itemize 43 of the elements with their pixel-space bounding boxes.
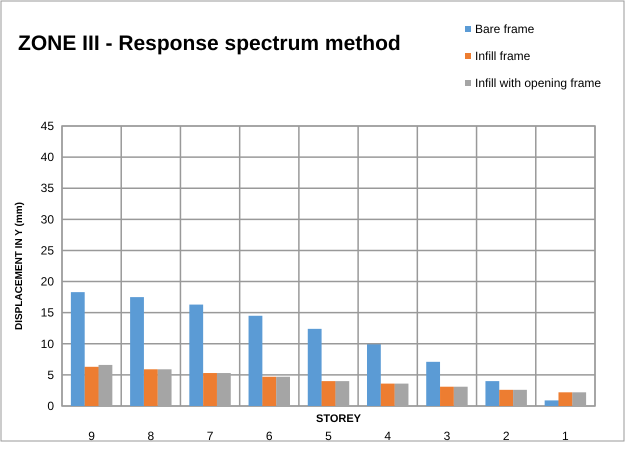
bar — [485, 381, 500, 406]
bar — [70, 292, 85, 406]
bar — [499, 390, 514, 406]
bar — [544, 400, 558, 406]
bar — [366, 344, 381, 406]
bar — [322, 381, 336, 406]
x-tick-label: 1 — [562, 429, 570, 443]
x-tick-label: 2 — [502, 429, 510, 443]
x-tick-label: 3 — [444, 429, 451, 443]
chart-title: ZONE III - Response spectrum method — [18, 32, 401, 55]
bar — [558, 392, 572, 406]
bar — [144, 369, 158, 406]
x-tick-label: 6 — [266, 429, 273, 443]
bar — [380, 384, 395, 406]
bar — [203, 373, 217, 406]
y-tick-label: 0 — [47, 399, 54, 413]
y-tick-label: 35 — [40, 181, 54, 196]
bar — [189, 304, 204, 406]
y-tick-label: 45 — [40, 119, 54, 133]
legend-label: Bare frame — [475, 22, 535, 36]
y-tick-label: 25 — [40, 243, 54, 258]
y-tick-label: 40 — [40, 150, 54, 164]
x-tick-label: 4 — [384, 429, 392, 443]
bar — [440, 386, 454, 406]
legend-label: Infill with opening frame — [475, 76, 602, 90]
bar — [308, 328, 322, 406]
y-tick-label: 20 — [40, 274, 54, 289]
y-tick-label: 15 — [40, 306, 54, 320]
x-tick-label: 9 — [88, 429, 96, 443]
y-axis-title: DISPLACEMENT IN Y (mm) — [14, 202, 25, 330]
bar — [262, 376, 276, 406]
bar — [248, 316, 262, 406]
legend-label: Infill frame — [475, 49, 531, 63]
x-axis-title: STOREY — [316, 413, 362, 425]
y-tick-label: 10 — [40, 336, 54, 351]
x-tick-label: 7 — [206, 429, 214, 443]
y-tick-label: 5 — [47, 368, 54, 382]
x-tick-label: 5 — [325, 429, 332, 443]
x-tick-label: 8 — [147, 429, 154, 443]
y-tick-label: 30 — [40, 212, 54, 226]
bar — [130, 297, 144, 406]
bar — [426, 362, 440, 406]
bar — [84, 366, 99, 406]
